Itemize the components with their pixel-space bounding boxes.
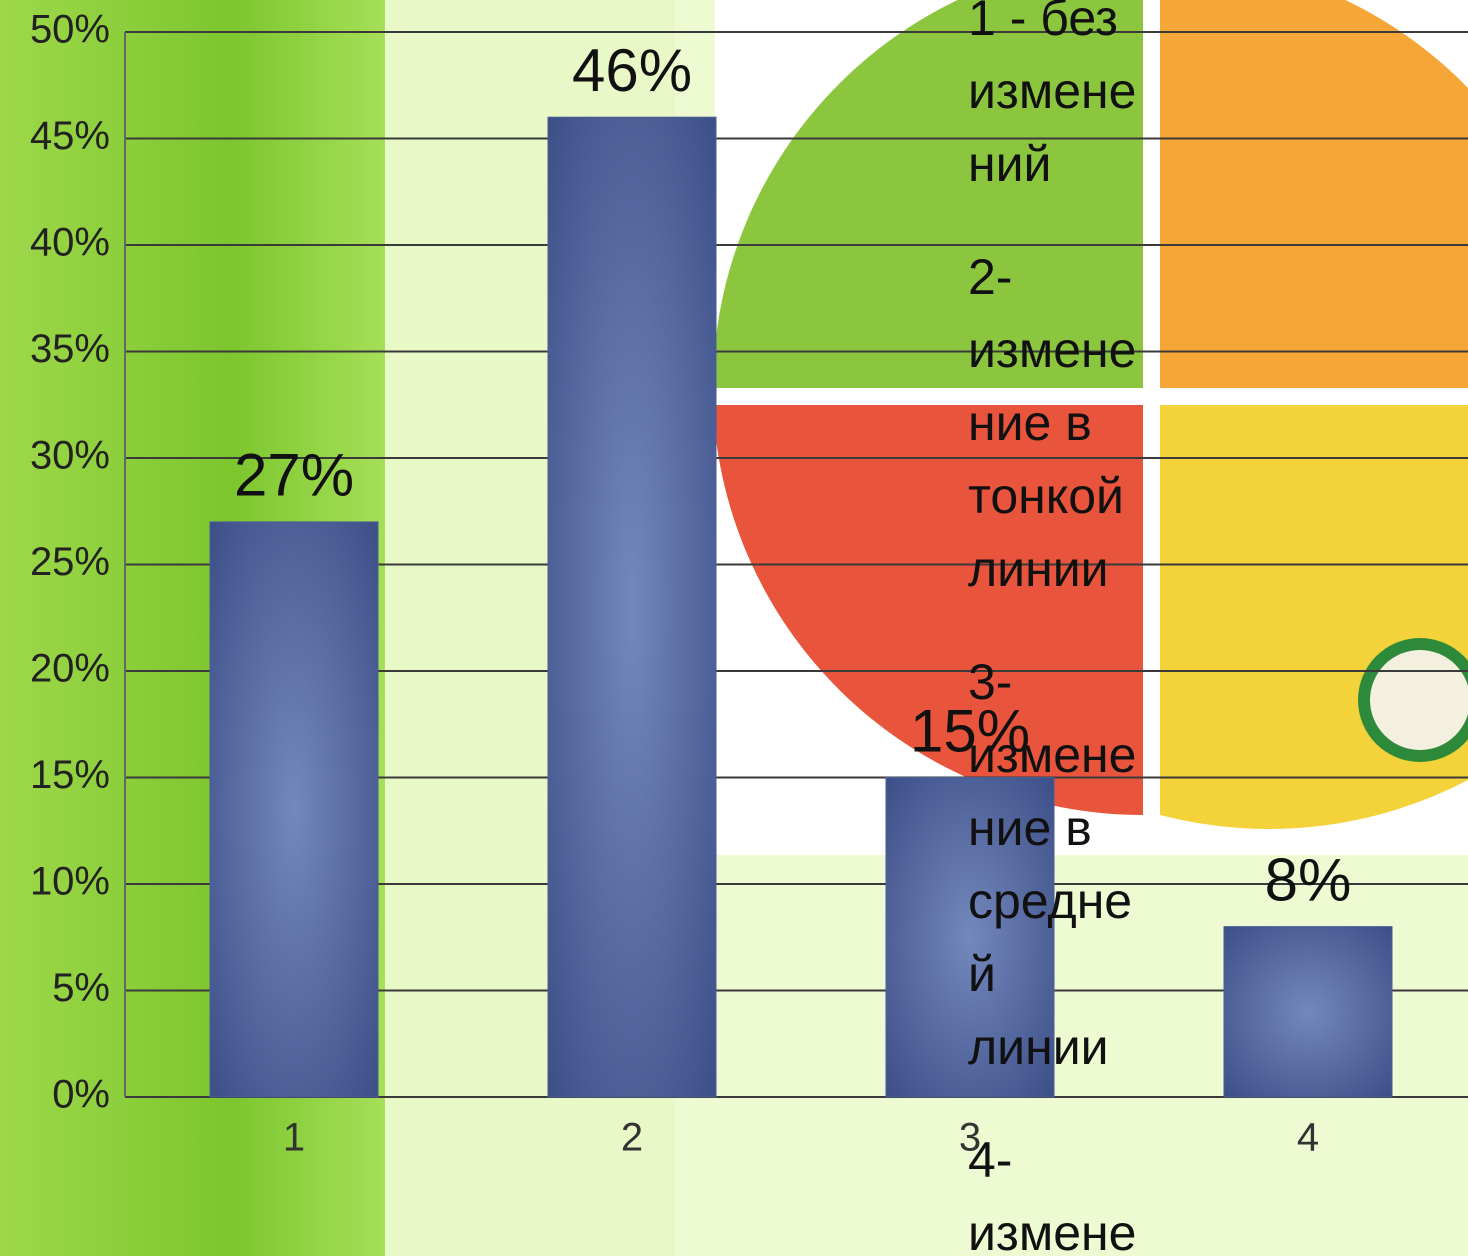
x-tick-label: 2 <box>621 1116 643 1160</box>
annotation-line: ние в <box>968 395 1092 451</box>
y-tick-label: 25% <box>30 540 110 584</box>
y-tick-label: 45% <box>30 114 110 158</box>
bar <box>1223 926 1393 1098</box>
annotation-line: измене <box>968 1205 1136 1256</box>
y-tick-label: 30% <box>30 434 110 478</box>
annotation-line: 3- <box>968 654 1012 710</box>
x-tick-label: 4 <box>1297 1116 1319 1160</box>
value-label: 15% <box>910 697 1030 764</box>
value-label: 27% <box>234 442 354 509</box>
labels: 0% 5% 10% 15% 20% 25% 30% 35% 40% 45% 50% 1 27% 2 46% 3… <box>30 8 1351 1160</box>
annotation-line: линии <box>968 1019 1109 1075</box>
annotation-line: измене <box>968 322 1136 378</box>
value-label: 46% <box>572 37 692 104</box>
annotation-line: измене <box>968 63 1136 119</box>
y-tick-label: 15% <box>30 753 110 797</box>
y-tick-label: 10% <box>30 860 110 904</box>
y-tick-label: 50% <box>30 8 110 52</box>
annotation-line: линии <box>968 541 1109 597</box>
annotation-line: 2- <box>968 249 1012 305</box>
bar <box>885 777 1055 1098</box>
annotation-line: измене <box>968 727 1136 783</box>
annotations: 1 - без измене ний 2- измене ние в тонкой линии… <box>968 0 1136 1256</box>
bar <box>209 521 379 1098</box>
y-tick-label: 5% <box>52 966 110 1010</box>
bars <box>209 116 1393 1098</box>
annotation-line: 4- <box>968 1132 1012 1188</box>
bar <box>547 116 717 1098</box>
annotation-line: й <box>968 946 996 1002</box>
annotation-line: тонкой <box>968 468 1124 524</box>
annotation-line: средне <box>968 873 1132 929</box>
annotation-line: ний <box>968 136 1051 192</box>
x-tick-label: 3 <box>959 1116 981 1160</box>
y-tick-label: 20% <box>30 647 110 691</box>
y-tick-label: 35% <box>30 327 110 371</box>
y-tick-label: 0% <box>52 1073 110 1117</box>
value-label: 8% <box>1265 846 1352 913</box>
annotation-line: 1 - без <box>968 0 1118 46</box>
annotation-line: ние в <box>968 800 1092 856</box>
y-tick-label: 40% <box>30 221 110 265</box>
x-tick-label: 1 <box>283 1116 305 1160</box>
